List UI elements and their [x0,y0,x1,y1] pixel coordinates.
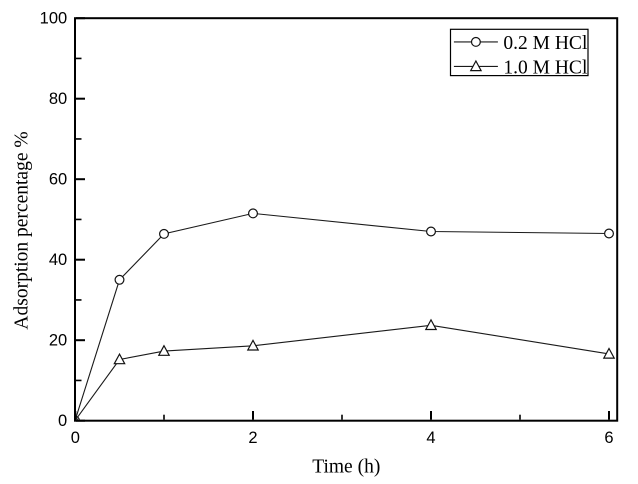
svg-text:0.2 M HCl: 0.2 M HCl [503,33,588,54]
svg-text:Adsorption percentage %: Adsorption percentage % [12,131,33,329]
svg-text:Time (h): Time (h) [312,457,380,478]
svg-text:40: 40 [49,251,67,269]
svg-text:1.0 M HCl: 1.0 M HCl [503,58,588,79]
svg-text:0: 0 [71,429,80,447]
svg-text:60: 60 [49,171,67,189]
svg-text:6: 6 [604,429,613,447]
svg-text:80: 80 [49,90,67,108]
svg-text:2: 2 [248,429,257,447]
svg-text:0: 0 [58,412,67,430]
svg-text:4: 4 [426,429,435,447]
svg-text:100: 100 [40,10,68,28]
svg-text:20: 20 [49,332,67,350]
